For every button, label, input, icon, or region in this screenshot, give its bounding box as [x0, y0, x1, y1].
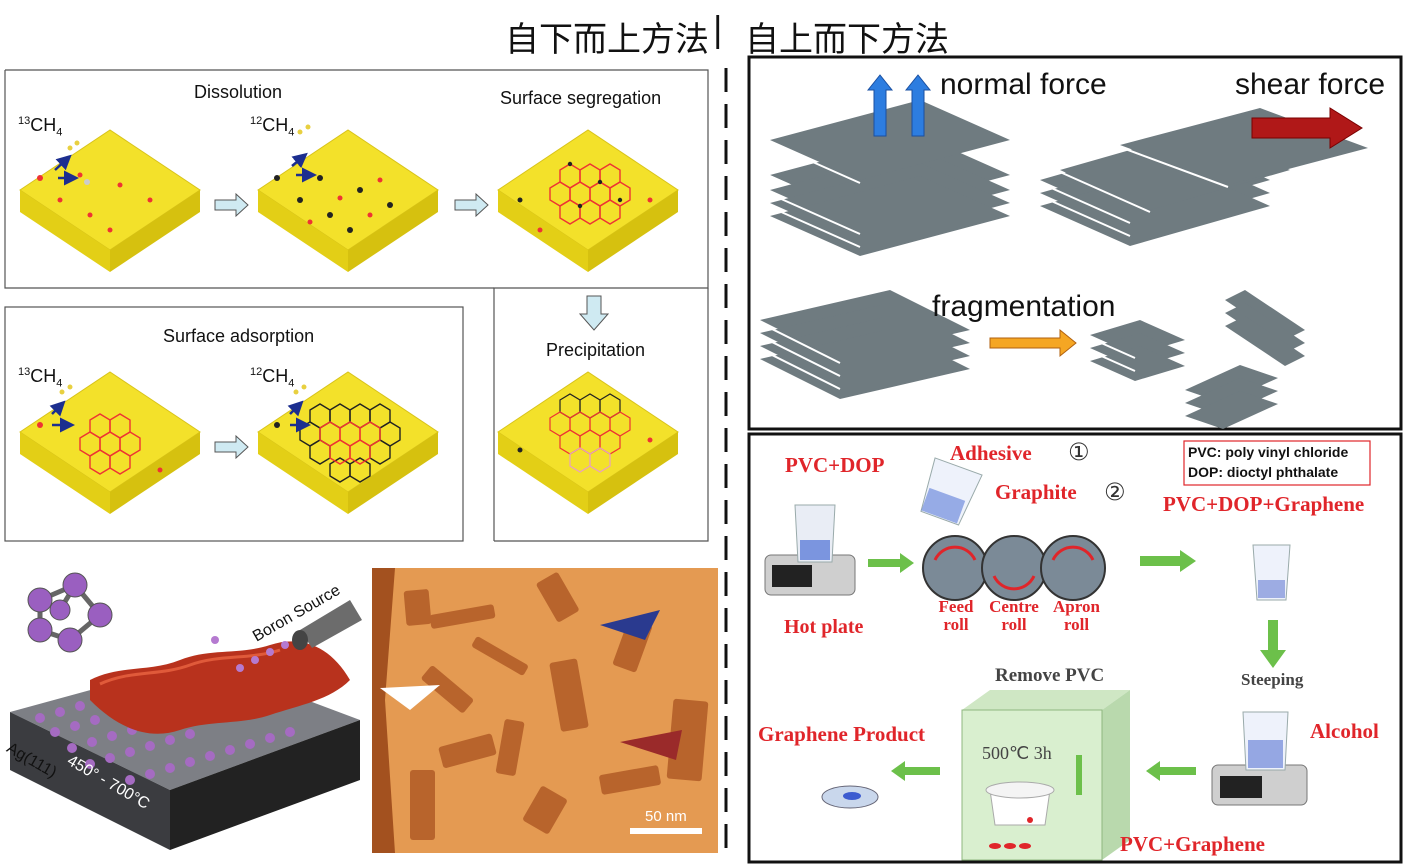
label-precipitation: Precipitation	[546, 340, 646, 360]
gas-label-12ch4-a: 12CH4	[250, 115, 295, 139]
legend-dop: DOP: dioctyl phthalate	[1188, 464, 1339, 480]
label-fragmentation: fragmentation	[932, 290, 1116, 323]
label-shear-force: shear force	[1235, 68, 1386, 101]
top-down-title: 自上而下方法	[745, 20, 949, 60]
label-graphene-product: Graphene Product	[758, 722, 926, 746]
cube-adsorption-12	[257, 371, 439, 514]
gas-label-13ch4-a: 13CH4	[18, 115, 63, 139]
bottom-up-title: 自下而上方法	[505, 20, 709, 60]
gas-label-12ch4-b: 12CH4	[250, 366, 295, 390]
label-pvc-dop-graphene: PVC+DOP+Graphene	[1163, 492, 1365, 516]
label-centre-roll: Centre roll	[989, 597, 1039, 634]
stm-scale-bar-label: 50 nm	[645, 808, 687, 825]
label-apron-roll: Apron roll	[1053, 597, 1100, 634]
label-pvc-graphene: PVC+Graphene	[1120, 832, 1265, 856]
label-pvc-dop: PVC+DOP	[785, 453, 885, 477]
label-surface-adsorption: Surface adsorption	[163, 326, 315, 346]
label-normal-force: normal force	[940, 68, 1107, 101]
label-graphite: Graphite	[995, 480, 1077, 504]
label-step-1: ①	[1068, 438, 1090, 466]
cube-adsorption-13	[19, 371, 201, 514]
cube-segregation	[497, 129, 679, 272]
label-hot-plate: Hot plate	[784, 616, 864, 638]
label-oven-temp: 500℃ 3h	[982, 743, 1052, 763]
label-step-2: ②	[1104, 478, 1126, 506]
legend-pvc: PVC: poly vinyl chloride	[1188, 444, 1349, 460]
label-alcohol: Alcohol	[1310, 719, 1379, 743]
label-steeping: Steeping	[1241, 670, 1304, 689]
cube-dissolution-13	[19, 129, 201, 272]
label-surface-segregation: Surface segregation	[500, 88, 662, 108]
label-dissolution: Dissolution	[194, 82, 283, 102]
cube-dissolution-12	[257, 124, 439, 272]
title-separator: |	[712, 10, 724, 50]
cube-precipitation	[497, 371, 679, 514]
gas-label-13ch4-b: 13CH4	[18, 366, 63, 390]
label-remove-pvc: Remove PVC	[995, 665, 1105, 686]
label-feed-roll: Feed roll	[938, 597, 974, 634]
label-adhesive: Adhesive	[950, 441, 1032, 465]
